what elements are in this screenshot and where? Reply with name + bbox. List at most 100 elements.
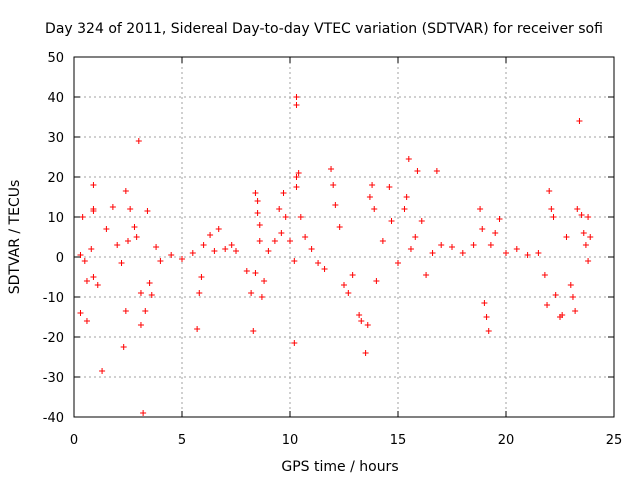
data-point [207, 232, 214, 238]
data-point [492, 230, 499, 236]
data-point [252, 270, 259, 276]
x-tick-label: 20 [498, 433, 515, 448]
data-point [282, 214, 289, 220]
y-tick-label: 40 [47, 91, 64, 106]
data-point [405, 156, 412, 162]
data-point [550, 214, 557, 220]
data-point [546, 188, 553, 194]
data-point [137, 290, 144, 296]
y-tick-label: 0 [56, 251, 64, 266]
data-point [563, 234, 570, 240]
data-point [302, 234, 309, 240]
data-point [250, 328, 257, 334]
data-point [438, 242, 445, 248]
data-point [90, 274, 97, 280]
data-point [276, 206, 283, 212]
data-point [403, 194, 410, 200]
y-tick-label: -30 [43, 371, 64, 386]
data-point [256, 222, 263, 228]
x-tick-label: 5 [178, 433, 186, 448]
data-point [395, 260, 401, 266]
x-axis-label: GPS time / hours [281, 459, 398, 475]
data-point [552, 292, 559, 298]
data-point [79, 214, 86, 220]
data-point [137, 322, 144, 328]
data-point [369, 182, 376, 188]
data-point [496, 216, 503, 222]
data-point [103, 226, 110, 232]
data-point [258, 294, 265, 300]
data-point [148, 292, 155, 298]
data-point [179, 256, 185, 262]
data-point [569, 294, 576, 300]
data-point [574, 206, 581, 212]
data-point [449, 244, 455, 250]
data-point [233, 248, 239, 254]
data-point [587, 234, 594, 240]
data-point [524, 252, 531, 258]
data-point [487, 242, 494, 248]
data-point [254, 198, 261, 204]
data-point [362, 350, 369, 356]
data-point [541, 272, 548, 278]
data-point [140, 410, 147, 416]
data-point [429, 250, 436, 256]
data-point [582, 242, 589, 248]
data-point [483, 314, 490, 320]
data-point [200, 242, 207, 248]
data-point [544, 302, 551, 308]
data-point [503, 250, 509, 256]
data-point [252, 190, 259, 196]
data-point [535, 250, 542, 256]
data-point [477, 206, 484, 212]
data-point [358, 318, 365, 324]
data-point [90, 182, 97, 188]
data-point [90, 206, 97, 212]
data-point [585, 258, 592, 264]
data-point [215, 226, 222, 232]
grid [74, 57, 614, 417]
data-point [168, 252, 175, 258]
data-point [386, 184, 393, 190]
data-point [513, 246, 520, 252]
y-tick-label: -20 [43, 331, 64, 346]
data-point [414, 168, 421, 174]
data-point [345, 290, 352, 296]
y-axis: -40 -30 -20 -10 0 10 20 30 40 50 [43, 51, 614, 426]
data-point [308, 246, 315, 252]
data-point [153, 244, 160, 250]
data-point [131, 224, 138, 230]
data-point [114, 242, 121, 248]
data-point [578, 212, 585, 218]
data-point [364, 322, 371, 328]
data-point [481, 300, 488, 306]
data-point [423, 272, 430, 278]
data-series [77, 94, 594, 416]
data-point [418, 218, 425, 224]
data-point [198, 274, 205, 280]
data-point [291, 340, 298, 346]
data-point [401, 206, 408, 212]
y-tick-label: 20 [47, 171, 64, 186]
data-point [254, 210, 261, 216]
data-point [548, 206, 555, 212]
data-point [228, 242, 235, 248]
data-point [295, 170, 302, 176]
data-point [356, 312, 363, 318]
data-point [120, 344, 127, 350]
data-point [332, 202, 339, 208]
x-tick-label: 15 [390, 433, 407, 448]
data-point [157, 258, 164, 264]
data-point [94, 282, 101, 288]
data-point [122, 188, 129, 194]
data-point [349, 272, 356, 278]
data-point [321, 266, 328, 272]
x-tick-label: 25 [606, 433, 623, 448]
data-point [99, 368, 106, 374]
data-point [222, 246, 229, 252]
y-tick-label: -40 [43, 411, 64, 426]
data-point [297, 214, 304, 220]
data-point [146, 280, 153, 286]
data-point [293, 94, 300, 100]
